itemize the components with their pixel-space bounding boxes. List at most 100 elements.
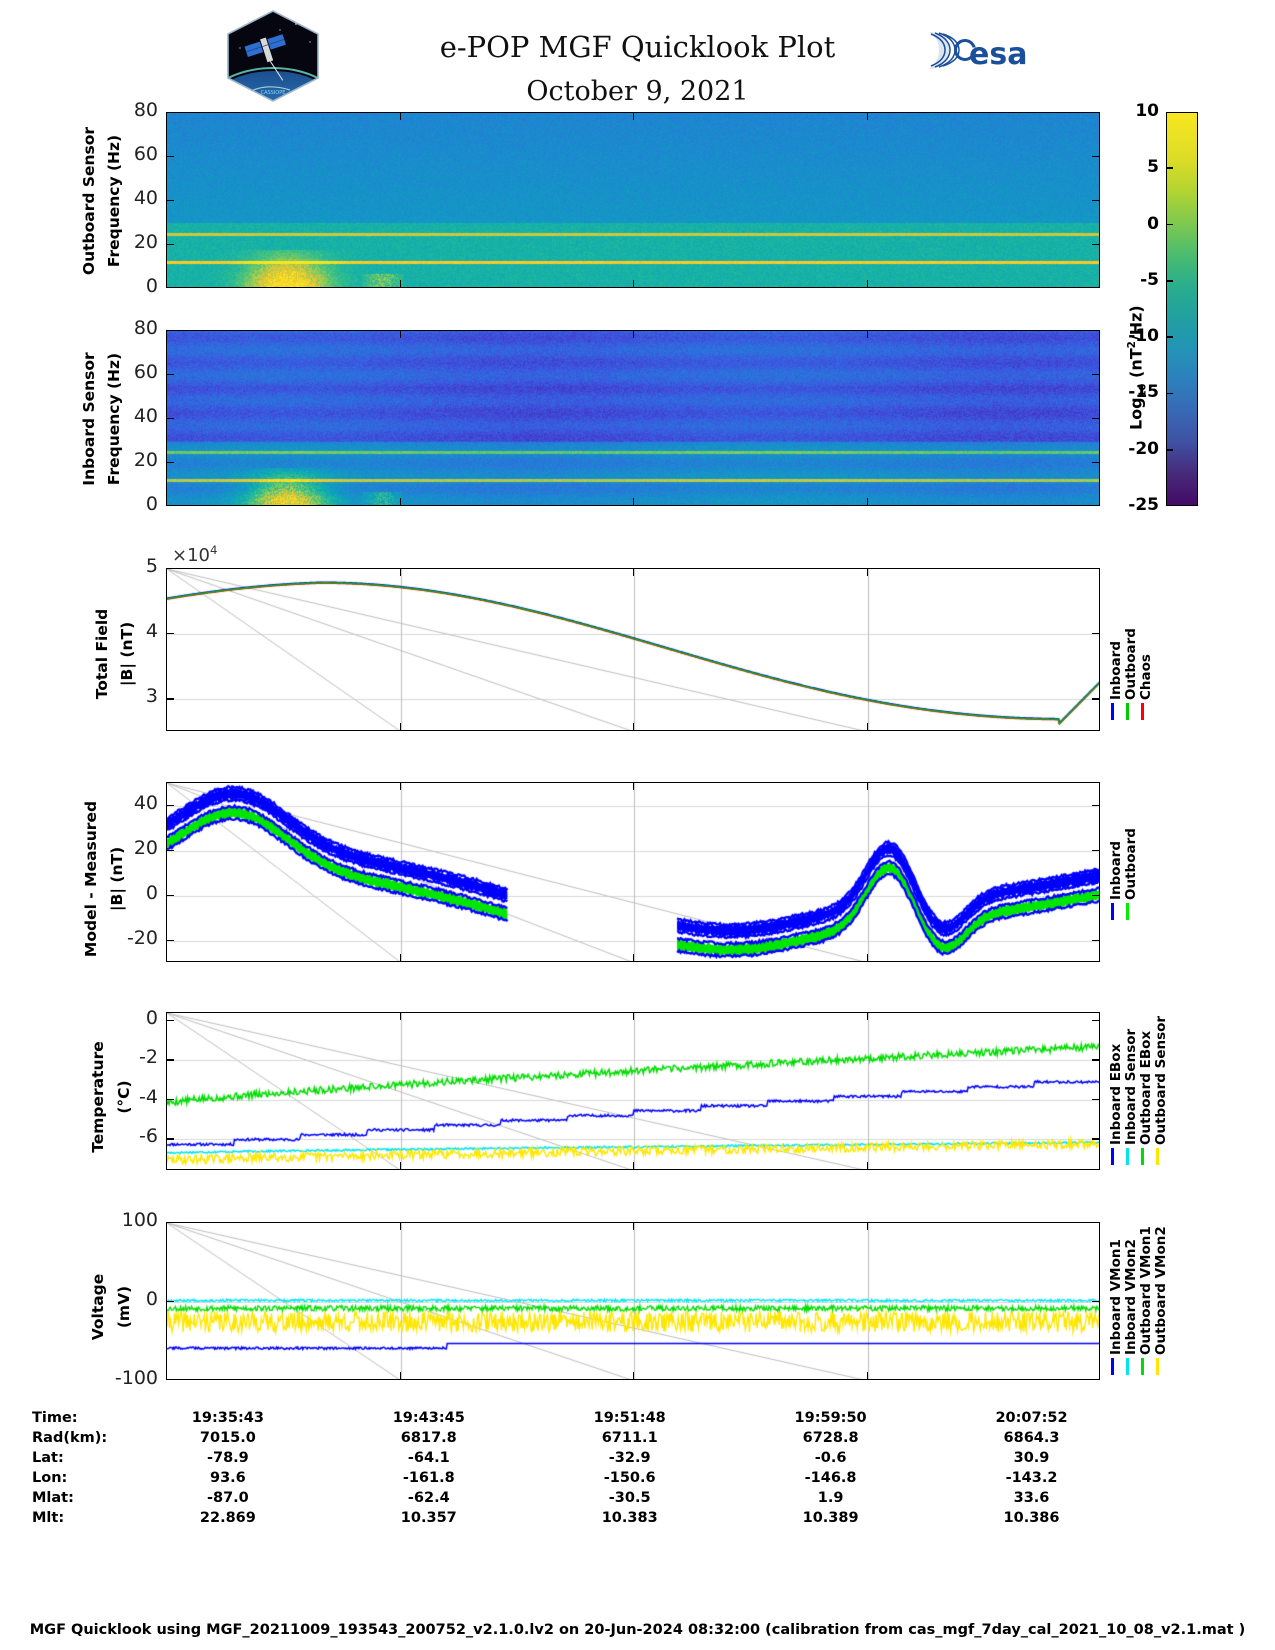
voltage-traces [167, 1223, 1099, 1379]
table-cell: -64.1 [407, 1450, 450, 1466]
x-axis-tick-mark [399, 280, 401, 288]
y-axis-tick-label: -100 [114, 1367, 158, 1389]
x-axis-tick-mark [399, 954, 401, 962]
table-cell: -30.5 [608, 1490, 651, 1506]
y-axis-tick-label: -4 [139, 1085, 158, 1108]
y-axis-tick-label: 0 [145, 493, 158, 515]
table-row: Mlat: -87.0 -62.4 -30.5 1.9 33.6 [32, 1488, 1132, 1508]
x-axis-tick-mark-top [866, 1222, 868, 1230]
table-cell: 10.383 [601, 1510, 658, 1526]
legend-label: Outboard Sensor [1153, 1015, 1169, 1145]
inboard-spectrogram-panel[interactable] [166, 330, 1100, 506]
table-cell: 93.6 [209, 1470, 246, 1486]
table-cell: 1.9 [817, 1490, 844, 1506]
table-cell: 19:51:48 [593, 1410, 666, 1426]
colorbar-tick-label: 10 [1135, 101, 1159, 121]
y-axis-tick-mark [166, 804, 174, 806]
y-axis-tick-mark [166, 1138, 174, 1140]
table-cell: 6711.1 [601, 1430, 658, 1446]
y-axis-tick-mark-right [1092, 698, 1100, 700]
y-axis-tick-mark [166, 1019, 174, 1022]
legend-label: Outboard [1123, 628, 1139, 700]
x-axis-tick-mark-top [866, 782, 868, 790]
y-axis-tick-mark [166, 633, 174, 635]
y-axis-tick-label: 20 [133, 836, 158, 859]
x-axis-tick-mark-top [633, 330, 635, 338]
table-cell: 33.6 [1013, 1490, 1050, 1506]
y-axis-tick-label: -20 [126, 926, 158, 949]
table-cell: 19:43:45 [392, 1410, 465, 1426]
y-axis-tick-mark-right [1092, 1098, 1100, 1101]
x-axis-tick-mark [633, 498, 635, 506]
total-field-axis-multiplier: ×104 [172, 543, 218, 566]
x-axis-tick-mark [399, 498, 401, 506]
y-axis-tick-mark-right [1092, 156, 1100, 158]
legend-label: Inboard VMon1 [1108, 1239, 1124, 1355]
x-axis-tick-mark [866, 954, 868, 962]
y-axis-tick-label: 3 [145, 685, 158, 708]
legend-label: Inboard [1108, 840, 1124, 900]
outboard-spectrogram-panel[interactable] [166, 112, 1100, 288]
table-cell: -161.8 [402, 1470, 455, 1486]
x-axis-tick-mark-top [399, 568, 401, 576]
table-row-label: Lon: [32, 1470, 68, 1486]
x-axis-tick-mark [399, 1372, 401, 1380]
colorbar-tick-mark [1166, 280, 1173, 282]
x-axis-tick-mark [633, 1372, 635, 1380]
y-axis-tick-label: 0 [145, 1006, 158, 1029]
table-cell: 10.389 [802, 1510, 859, 1526]
voltage-panel[interactable] [166, 1222, 1100, 1380]
x-axis-tick-mark [866, 1162, 868, 1170]
y-axis-tick-mark [166, 462, 174, 464]
table-cell: 6864.3 [1003, 1430, 1060, 1446]
page-title: e-POP MGF Quicklook Plot [439, 30, 836, 64]
y-axis-tick-label: 40 [133, 187, 158, 209]
colorbar-tick-mark [1166, 223, 1173, 226]
legend-label: Outboard VMon2 [1153, 1226, 1169, 1355]
y-axis-tick-mark-right [1092, 462, 1100, 464]
y-axis-tick-label: 80 [133, 317, 158, 339]
colorbar-tick-mark [1166, 448, 1173, 451]
y-axis-tick-label: 20 [133, 449, 158, 471]
y-axis-tick-mark [166, 698, 174, 700]
x-axis-tick-mark-top [866, 568, 868, 576]
page-subtitle-date: October 9, 2021 [526, 76, 749, 107]
legend-label: Outboard [1123, 828, 1139, 900]
y-axis-tick-mark-right [1092, 939, 1100, 941]
y-axis-tick-mark [166, 1098, 174, 1101]
table-row: Mlt: 22.869 10.357 10.383 10.389 10.386 [32, 1508, 1132, 1528]
colorbar-tick-label: -15 [1128, 382, 1159, 403]
table-cell: 6817.8 [400, 1430, 457, 1446]
x-axis-tick-mark [866, 498, 868, 506]
colorbar-tick-label: -25 [1128, 495, 1159, 515]
y-axis-tick-label: 100 [121, 1209, 158, 1231]
colorbar-tick-label: 0 [1147, 213, 1159, 234]
table-row: Lon: 93.6 -161.8 -150.6 -146.8 -143.2 [32, 1468, 1132, 1488]
table-cell: -146.8 [804, 1470, 857, 1486]
y-axis-tick-mark [166, 894, 174, 896]
x-axis-tick-mark [633, 1162, 635, 1170]
legend-label: Outboard VMon1 [1138, 1226, 1154, 1355]
legend-color-mark [1126, 1148, 1129, 1165]
legend-color-mark [1156, 1148, 1159, 1165]
y-axis-tick-mark-right [1092, 200, 1100, 202]
legend-color-mark [1111, 903, 1114, 920]
legend-color-mark [1111, 703, 1114, 720]
y-axis-tick-label: 0 [145, 881, 158, 904]
colorbar-tick-mark [1166, 392, 1173, 395]
x-axis-tick-mark-top [633, 1012, 635, 1020]
model-minus-measured-panel[interactable] [166, 782, 1100, 962]
x-axis-tick-mark [633, 723, 635, 731]
colorbar-tick-label: -20 [1128, 438, 1159, 459]
esa-logo: esa [925, 28, 1045, 74]
y-axis-tick-mark-right [1092, 894, 1100, 896]
y-axis-tick-mark [166, 939, 174, 941]
x-axis-tick-mark-top [633, 112, 635, 120]
y-axis-tick-mark [166, 200, 174, 202]
table-cell: 6728.8 [802, 1430, 859, 1446]
y-axis-tick-mark-right [1092, 1019, 1100, 1022]
x-axis-tick-mark-top [399, 1012, 401, 1020]
x-axis-tick-mark [633, 954, 635, 962]
total-field-panel[interactable] [166, 568, 1100, 731]
temperature-panel[interactable] [166, 1012, 1100, 1170]
